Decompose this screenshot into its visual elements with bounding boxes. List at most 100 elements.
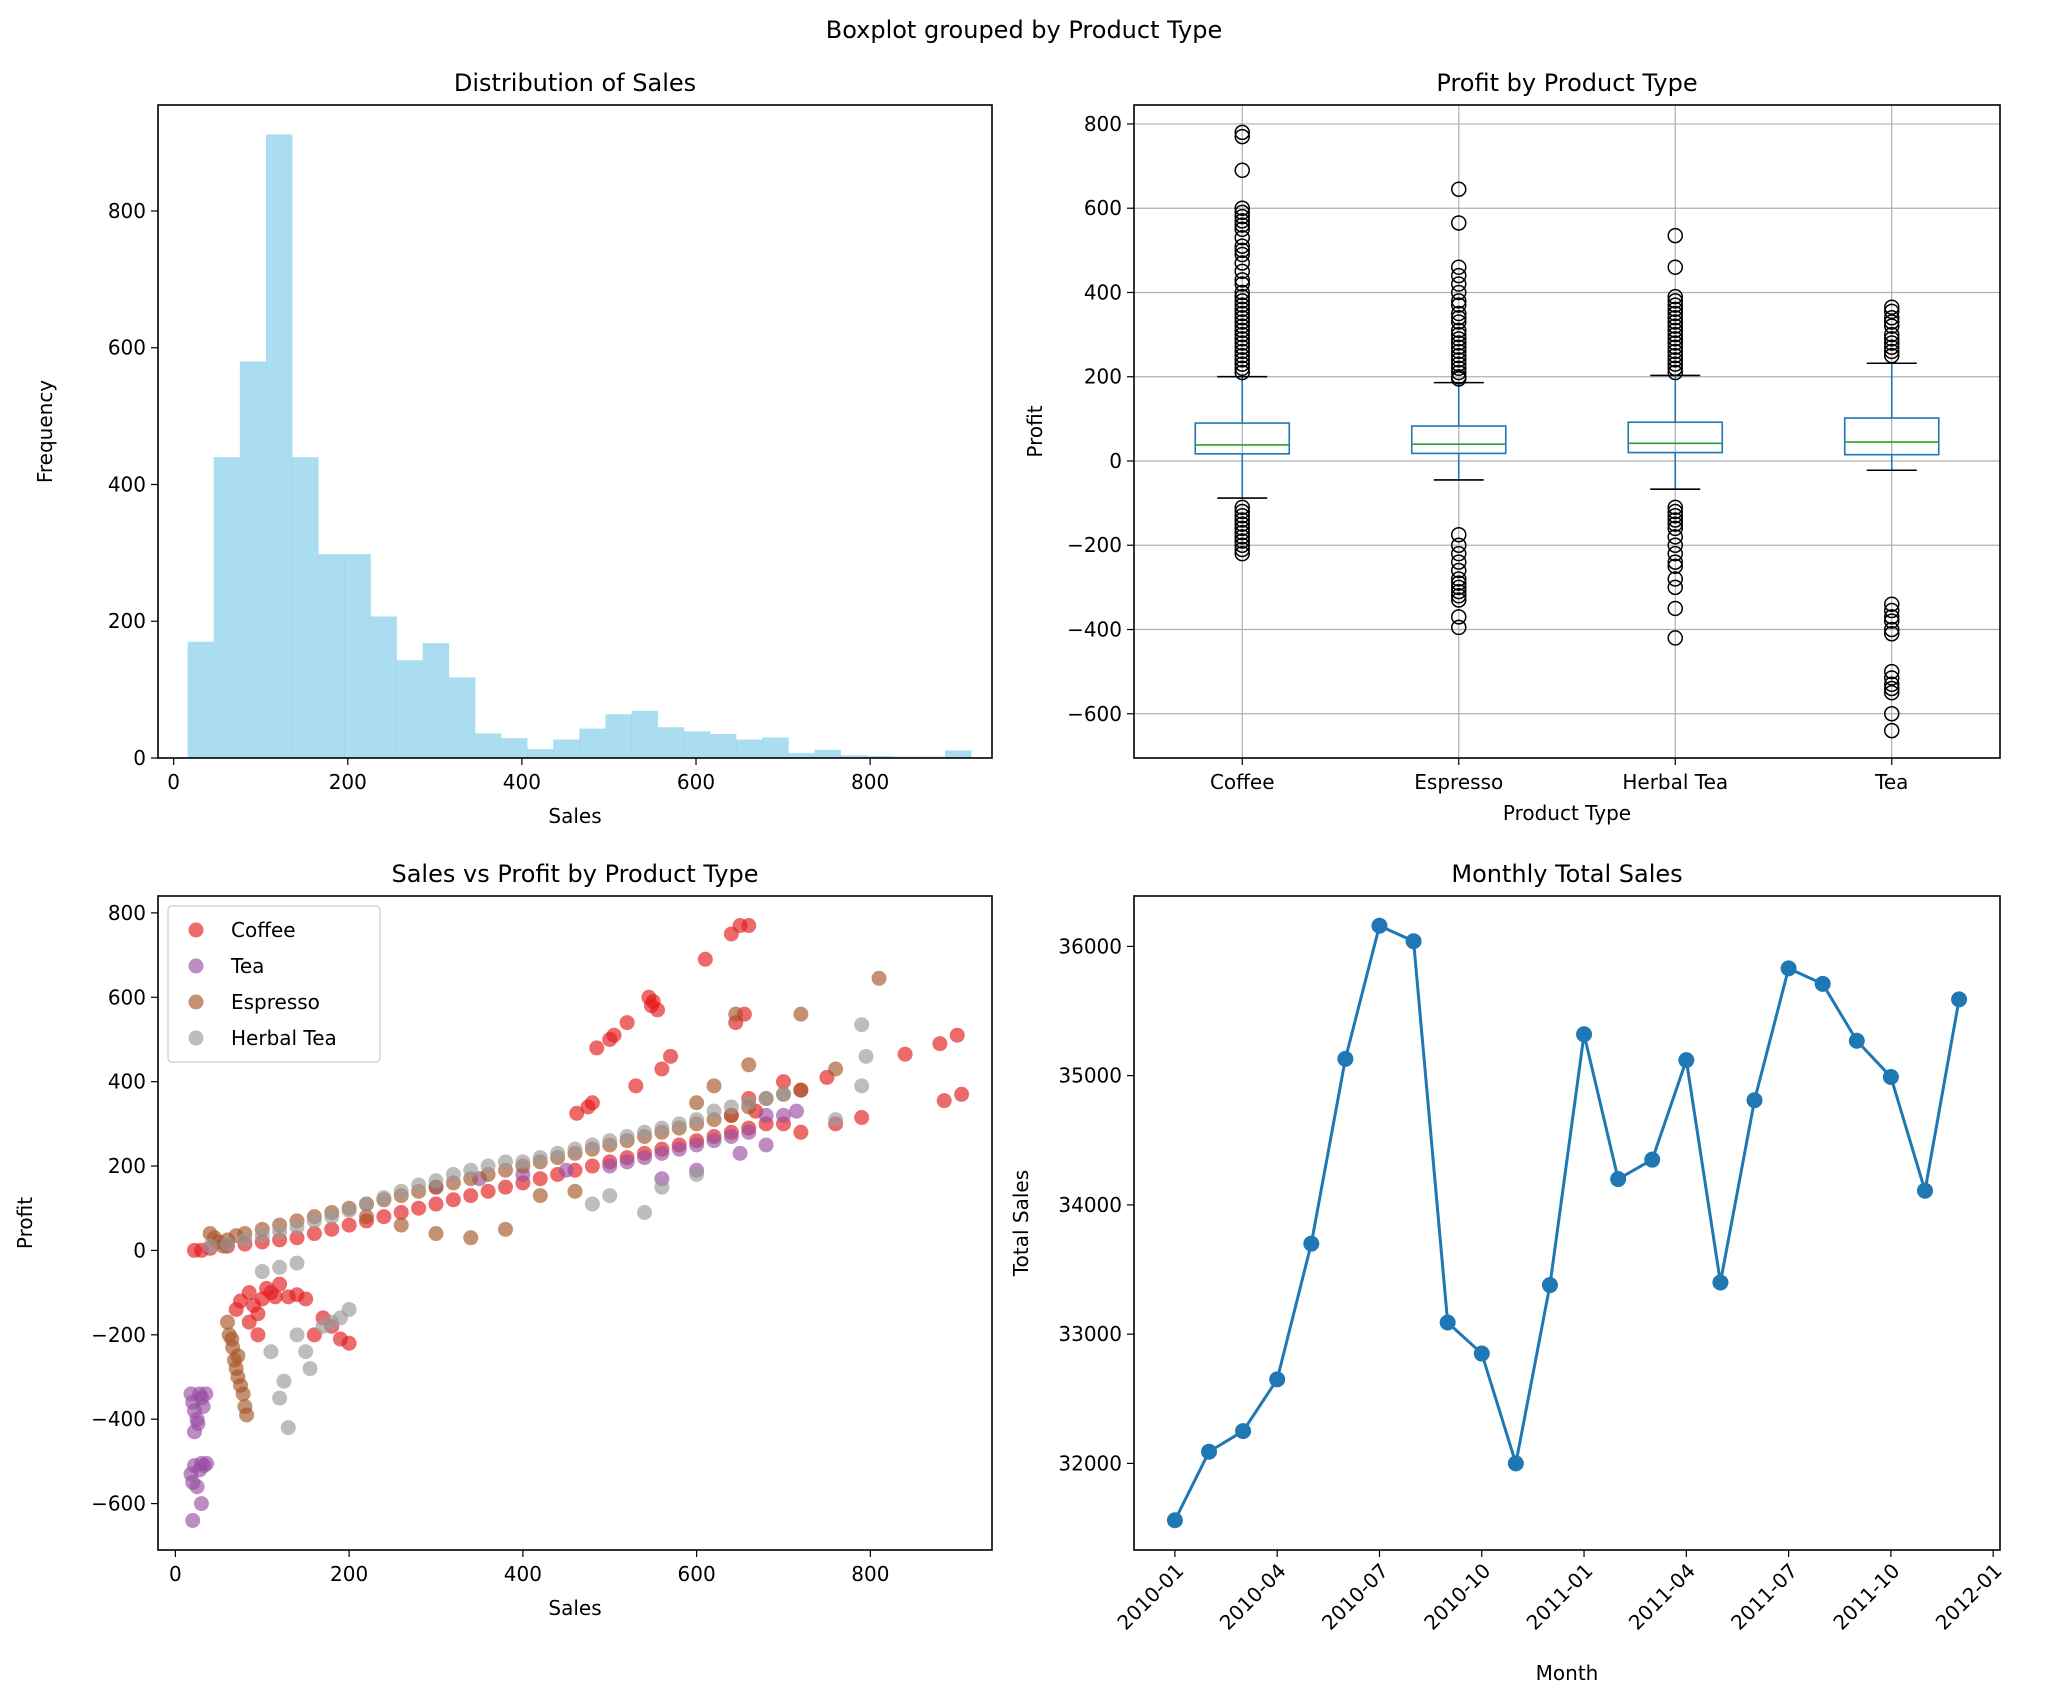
scatter-point	[189, 1479, 205, 1495]
scatter-point	[589, 1040, 605, 1056]
outlier-point	[1667, 554, 1683, 570]
legend-marker	[188, 994, 204, 1010]
histogram-bar	[239, 361, 267, 758]
scatter-point	[393, 1183, 409, 1199]
outlier-point	[1234, 520, 1250, 537]
line-point	[1405, 933, 1422, 950]
outlier-point	[1667, 558, 1683, 575]
x-tick-label: 2010-01	[1112, 1559, 1188, 1635]
line-point	[1678, 1052, 1695, 1069]
outlier-point	[1884, 684, 1900, 701]
x-tick-label: 400	[503, 770, 541, 794]
scatter-point	[741, 1095, 757, 1111]
outlier-point	[1884, 676, 1900, 693]
outlier-point	[1451, 360, 1467, 377]
scatter-point	[230, 1348, 246, 1364]
scatter-point	[654, 1179, 670, 1195]
scatter-point	[445, 1192, 461, 1208]
scatter-point	[272, 1259, 288, 1275]
scatter-point	[584, 1137, 600, 1153]
scatter-point	[706, 1078, 722, 1094]
scatter-point	[241, 1314, 257, 1330]
scatter-point	[498, 1221, 513, 1237]
scatter-point	[306, 1213, 322, 1229]
y-axis-label: Profit	[13, 1197, 37, 1249]
outlier-point	[1884, 609, 1900, 625]
outlier-point	[1884, 339, 1900, 355]
outlier-point	[1884, 596, 1900, 612]
x-tick-label: Espresso	[1414, 770, 1503, 794]
histogram-bar	[344, 554, 371, 758]
line-point	[1269, 1371, 1286, 1388]
scatter-point	[480, 1158, 496, 1174]
scatter-point	[584, 1196, 600, 1212]
line-point	[1439, 1314, 1456, 1331]
series-herbal-tea	[202, 1017, 874, 1436]
outlier-point	[1234, 255, 1250, 271]
outlier-point	[1234, 301, 1250, 318]
outlier-point	[1451, 545, 1467, 562]
outlier-point	[1451, 335, 1467, 351]
scatter-point	[637, 1150, 652, 1166]
scatter-point	[237, 1232, 253, 1248]
outlier-point	[1884, 621, 1900, 638]
x-tick-label: 400	[504, 1562, 542, 1586]
y-axis-label: Total Sales	[1009, 1170, 1033, 1277]
scatter-point	[276, 1373, 292, 1389]
scatter-point	[741, 1057, 757, 1073]
legend-label: Espresso	[231, 990, 320, 1014]
outlier-point	[1451, 371, 1467, 387]
outlier-point	[1884, 318, 1900, 334]
outlier-point	[1451, 579, 1467, 596]
outlier-point	[1234, 217, 1250, 233]
outlier-point	[1234, 124, 1250, 141]
x-tick-label: 800	[851, 1562, 889, 1586]
outlier-point	[1451, 526, 1467, 543]
outlier-point	[1667, 331, 1683, 347]
scatter-point	[341, 1217, 357, 1233]
box-espresso	[1410, 181, 1507, 636]
scatter-point	[628, 1078, 644, 1094]
scatter-point	[871, 970, 887, 986]
y-tick-label: −200	[91, 1323, 146, 1347]
outlier-point	[1234, 503, 1250, 520]
histogram-bar	[318, 554, 345, 758]
outlier-point	[1451, 215, 1467, 231]
outlier-point	[1234, 360, 1250, 377]
scatter-point	[741, 918, 757, 934]
y-tick-label: 800	[108, 901, 146, 925]
outlier-point	[1451, 352, 1467, 368]
outlier-point	[1667, 516, 1683, 532]
outlier-point	[1451, 588, 1467, 604]
x-tick-label: 0	[169, 1562, 182, 1586]
y-tick-label: 400	[108, 472, 146, 496]
x-tick-label: 2010-04	[1215, 1559, 1291, 1635]
line-point	[1644, 1151, 1661, 1168]
box-iqr	[1843, 417, 1940, 456]
outlier-point	[1234, 347, 1250, 364]
outlier-point	[1667, 227, 1683, 244]
outlier-point	[1451, 331, 1467, 347]
y-tick-label: 400	[1084, 280, 1122, 304]
legend-marker	[188, 922, 204, 938]
scatter-point	[689, 1137, 705, 1153]
outlier-point	[1667, 259, 1683, 275]
scatter-point	[569, 1105, 585, 1121]
outlier-point	[1451, 343, 1467, 360]
legend-marker	[188, 1030, 204, 1046]
outlier-point	[1667, 529, 1683, 545]
scatter-point	[515, 1154, 531, 1170]
outlier-point	[1234, 318, 1250, 334]
x-axis-label: Sales	[548, 1596, 601, 1620]
histogram-bar	[422, 643, 450, 758]
line-point	[1473, 1345, 1490, 1362]
outlier-point	[1667, 571, 1683, 587]
outlier-point	[1234, 305, 1250, 322]
axes-title: Profit by Product Type	[1436, 69, 1697, 97]
outlier-point	[1667, 310, 1683, 326]
scatter-point	[897, 1046, 913, 1062]
box-coffee	[1194, 124, 1291, 562]
scatter-point	[289, 1327, 305, 1343]
histogram-bar	[788, 753, 815, 758]
